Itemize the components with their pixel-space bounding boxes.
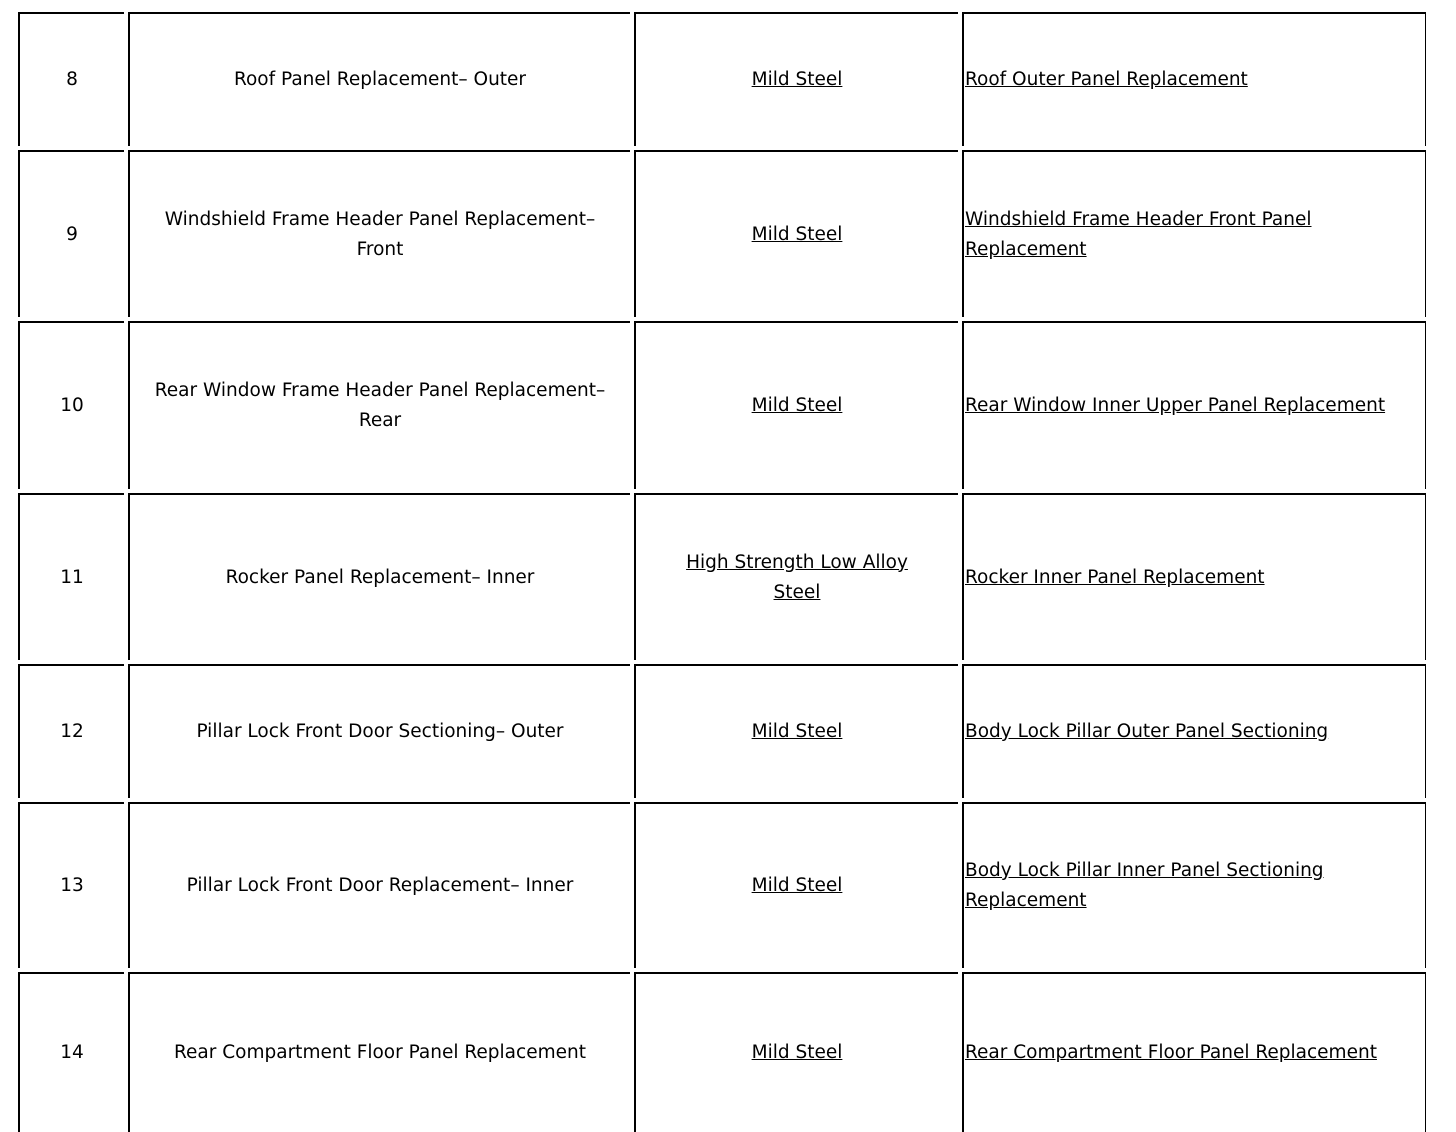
procedure-cell: Pillar Lock Front Door Sectioning– Outer — [128, 664, 630, 798]
procedure-cell: Rocker Panel Replacement– Inner — [128, 493, 630, 660]
procedure-name: Rear Window Frame Header Panel Replaceme… — [154, 380, 606, 431]
row-number: 8 — [66, 69, 78, 90]
row-number: 14 — [60, 1042, 84, 1063]
material-cell: Mild Steel — [634, 802, 958, 968]
material-link[interactable]: Mild Steel — [751, 1042, 843, 1063]
row-number: 10 — [60, 395, 84, 416]
material-cell: Mild Steel — [634, 150, 958, 317]
procedure-link[interactable]: Roof Outer Panel Replacement — [965, 69, 1248, 90]
procedure-name: Rear Compartment Floor Panel Replacement — [174, 1042, 586, 1063]
procedure-cell: Windshield Frame Header Panel Replacemen… — [128, 150, 630, 317]
procedure-link[interactable]: Windshield Frame Header Front Panel Repl… — [965, 208, 1312, 260]
material-cell: Mild Steel — [634, 664, 958, 798]
procedure-name: Pillar Lock Front Door Replacement– Inne… — [186, 875, 574, 896]
procedure-cell: Pillar Lock Front Door Replacement– Inne… — [128, 802, 630, 968]
row-number-cell: 10 — [18, 321, 124, 489]
procedure-link[interactable]: Rocker Inner Panel Replacement — [965, 566, 1265, 588]
procedure-link-cell: Rear Compartment Floor Panel Replacement — [962, 972, 1426, 1132]
material-link[interactable]: Mild Steel — [751, 69, 843, 90]
procedures-table: 8 Roof Panel Replacement– Outer Mild Steel… — [18, 12, 1426, 1132]
procedure-name: Roof Panel Replacement– Outer — [233, 69, 527, 90]
row-number-cell: 9 — [18, 150, 124, 317]
procedure-link-cell: Body Lock Pillar Inner Panel Sectioning … — [962, 802, 1426, 968]
procedure-cell: Roof Panel Replacement– Outer — [128, 12, 630, 146]
material-link[interactable]: Mild Steel — [751, 875, 843, 896]
row-number-cell: 12 — [18, 664, 124, 798]
material-link[interactable]: Mild Steel — [751, 223, 843, 245]
procedure-link[interactable]: Rear Compartment Floor Panel Replacement — [965, 1042, 1377, 1063]
material-link[interactable]: Mild Steel — [751, 395, 843, 416]
procedure-link-cell: Roof Outer Panel Replacement — [962, 12, 1426, 146]
material-link[interactable]: High Strength Low Alloy Steel — [686, 551, 908, 603]
row-number-cell: 14 — [18, 972, 124, 1132]
row-number: 12 — [60, 721, 84, 742]
procedure-name: Pillar Lock Front Door Sectioning– Outer — [196, 721, 564, 742]
material-cell: Mild Steel — [634, 972, 958, 1132]
material-cell: Mild Steel — [634, 12, 958, 146]
row-number-cell: 11 — [18, 493, 124, 660]
material-cell: Mild Steel — [634, 321, 958, 489]
row-number: 9 — [66, 223, 78, 245]
procedure-link-cell: Body Lock Pillar Outer Panel Sectioning — [962, 664, 1426, 798]
row-number: 13 — [60, 875, 84, 896]
procedure-name: Windshield Frame Header Panel Replacemen… — [164, 208, 596, 260]
procedure-name: Rocker Panel Replacement– Inner — [225, 566, 535, 588]
procedure-link[interactable]: Body Lock Pillar Inner Panel Sectioning … — [965, 860, 1324, 911]
row-number-cell: 13 — [18, 802, 124, 968]
row-number: 11 — [60, 566, 84, 588]
procedure-link-cell: Rear Window Inner Upper Panel Replacemen… — [962, 321, 1426, 489]
material-link[interactable]: Mild Steel — [751, 721, 843, 742]
procedure-link[interactable]: Rear Window Inner Upper Panel Replacemen… — [965, 395, 1386, 416]
procedure-link[interactable]: Body Lock Pillar Outer Panel Sectioning — [965, 721, 1329, 742]
row-number-cell: 8 — [18, 12, 124, 146]
material-cell: High Strength Low Alloy Steel — [634, 493, 958, 660]
procedure-link-cell: Rocker Inner Panel Replacement — [962, 493, 1426, 660]
procedure-cell: Rear Compartment Floor Panel Replacement — [128, 972, 630, 1132]
procedure-link-cell: Windshield Frame Header Front Panel Repl… — [962, 150, 1426, 317]
procedure-cell: Rear Window Frame Header Panel Replaceme… — [128, 321, 630, 489]
